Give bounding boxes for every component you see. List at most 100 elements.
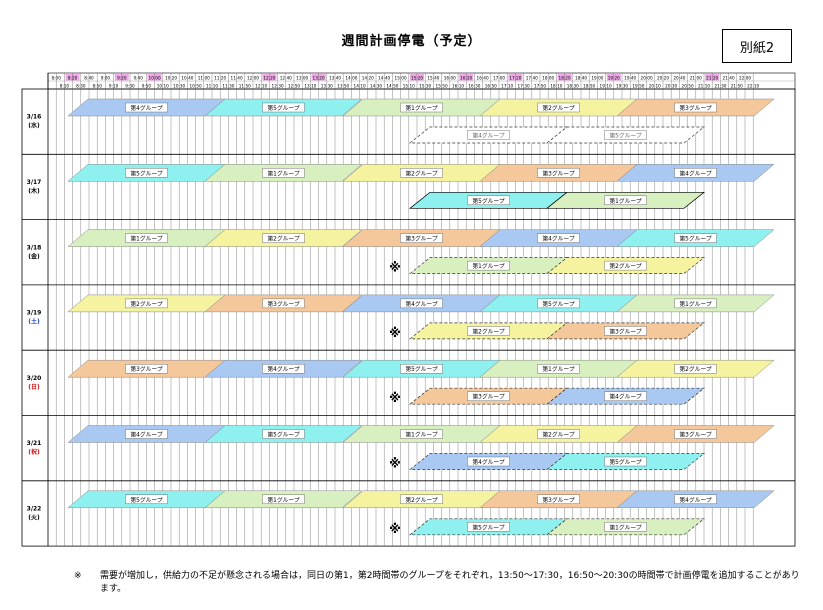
schedule-frame xyxy=(21,88,796,547)
band-label: 第4グループ xyxy=(609,393,642,401)
band-label-box xyxy=(400,168,443,178)
note-mark: ※ xyxy=(389,457,401,471)
band-label: 第1グループ xyxy=(542,365,575,373)
band-label-box xyxy=(537,298,580,309)
band-label: 第3グループ xyxy=(679,104,712,112)
note-mark: ※ xyxy=(389,522,401,536)
band-label: 第4グループ xyxy=(679,496,712,504)
band-label: 第4グループ xyxy=(130,431,163,439)
band-label: 第3グループ xyxy=(542,169,575,177)
band-label-box xyxy=(467,456,510,467)
band-label-box xyxy=(674,233,717,243)
band-label-box xyxy=(674,494,717,504)
band-label: 第1グループ xyxy=(609,197,642,205)
band-label: 第5グループ xyxy=(267,104,300,112)
day-weekday: (日) xyxy=(28,384,40,391)
band-label: 第1グループ xyxy=(405,431,438,439)
band-label: 第4グループ xyxy=(130,104,163,112)
band-label: 第5グループ xyxy=(542,300,575,308)
band-label-box xyxy=(604,130,647,140)
band-label: 第2グループ xyxy=(542,431,575,439)
day-weekday: (水) xyxy=(28,122,40,130)
note-mark: ※ xyxy=(389,261,401,275)
band-label-box xyxy=(537,233,580,243)
band-label: 第2グループ xyxy=(405,496,438,504)
band-label: 第5グループ xyxy=(130,496,163,504)
band-label: 第3グループ xyxy=(130,365,163,373)
band-label: 第1グループ xyxy=(405,104,438,112)
band-label: 第5グループ xyxy=(472,523,505,531)
band-label: 第1グループ xyxy=(130,235,163,243)
band-label: 第5グループ xyxy=(130,169,163,177)
band-label-box xyxy=(262,494,305,504)
band-label-box xyxy=(400,233,443,243)
band-label: 第3グループ xyxy=(472,393,505,401)
band-label: 第5グループ xyxy=(405,365,438,373)
band-label-box xyxy=(400,298,443,309)
band-label-box xyxy=(604,260,647,271)
band-label-box xyxy=(467,391,510,401)
band-label: 第1グループ xyxy=(609,523,642,531)
band-label: 第3グループ xyxy=(267,300,300,308)
day-date: 3/21 xyxy=(27,440,42,447)
band-label-box xyxy=(262,298,305,309)
band-label-box xyxy=(674,168,717,178)
band-label: 第2グループ xyxy=(609,262,642,270)
band-label: 第3グループ xyxy=(679,431,712,439)
band-label: 第2グループ xyxy=(130,300,163,308)
band-label: 第4グループ xyxy=(542,235,575,243)
band-label-box xyxy=(674,102,717,113)
band-label: 第4グループ xyxy=(472,458,505,466)
band-label: 第3グループ xyxy=(542,496,575,504)
band-label: 第4グループ xyxy=(679,169,712,177)
footnote-mark: ※ xyxy=(74,571,82,581)
schedule-chart: 8:00 8:20 8:40 9:00 9:20 9:40 10:00 10:20 10:40 1… xyxy=(21,72,796,547)
day-date: 3/17 xyxy=(27,179,42,186)
band-label-box xyxy=(400,102,443,113)
band-label-box xyxy=(604,522,647,532)
band-label-box xyxy=(400,364,443,374)
day-date: 3/22 xyxy=(27,505,42,512)
band-label-box xyxy=(537,429,580,439)
band-label-box xyxy=(262,429,305,439)
band-label-box xyxy=(467,260,510,271)
band-label-box xyxy=(467,195,510,206)
band-label: 第1グループ xyxy=(472,262,505,270)
band-label: 第1グループ xyxy=(679,300,712,308)
band-label: 第3グループ xyxy=(609,327,642,335)
band-label-box xyxy=(604,326,647,336)
band-label-box xyxy=(674,364,717,374)
page-title: 週間計画停電（予定） xyxy=(341,34,482,49)
band-label-box xyxy=(467,326,510,336)
day-date: 3/20 xyxy=(27,375,42,382)
band-label: 第5グループ xyxy=(679,235,712,243)
band-label: 第5グループ xyxy=(472,197,505,205)
day-date: 3/16 xyxy=(27,114,42,121)
band-label-box xyxy=(467,522,510,532)
band-label-box xyxy=(537,494,580,504)
band-label-box xyxy=(604,391,647,401)
band-label: 第4グループ xyxy=(405,300,438,308)
note-mark: ※ xyxy=(389,391,401,405)
day-weekday: (祝) xyxy=(28,448,40,456)
band-label-box xyxy=(400,429,443,439)
band-label: 第2グループ xyxy=(679,365,712,373)
band-label-box xyxy=(604,195,647,206)
band-label-box xyxy=(537,102,580,113)
band-label: 第5グループ xyxy=(267,431,300,439)
band-label-box xyxy=(125,168,168,178)
band-label-box xyxy=(262,364,305,374)
band-label-box xyxy=(674,429,717,439)
band-label-box xyxy=(125,298,168,309)
band-label-box xyxy=(400,494,443,504)
note-mark: ※ xyxy=(389,326,401,340)
band-label: 第4グループ xyxy=(472,132,505,140)
day-weekday: (金) xyxy=(28,252,40,260)
attachment-label: 別紙2 xyxy=(722,29,792,63)
band-label-box xyxy=(674,298,717,309)
band-label: 第1グループ xyxy=(267,496,300,504)
band-label-box xyxy=(125,494,168,504)
band-label-box xyxy=(537,168,580,178)
band-label-box xyxy=(604,456,647,467)
band-label-box xyxy=(125,102,168,113)
